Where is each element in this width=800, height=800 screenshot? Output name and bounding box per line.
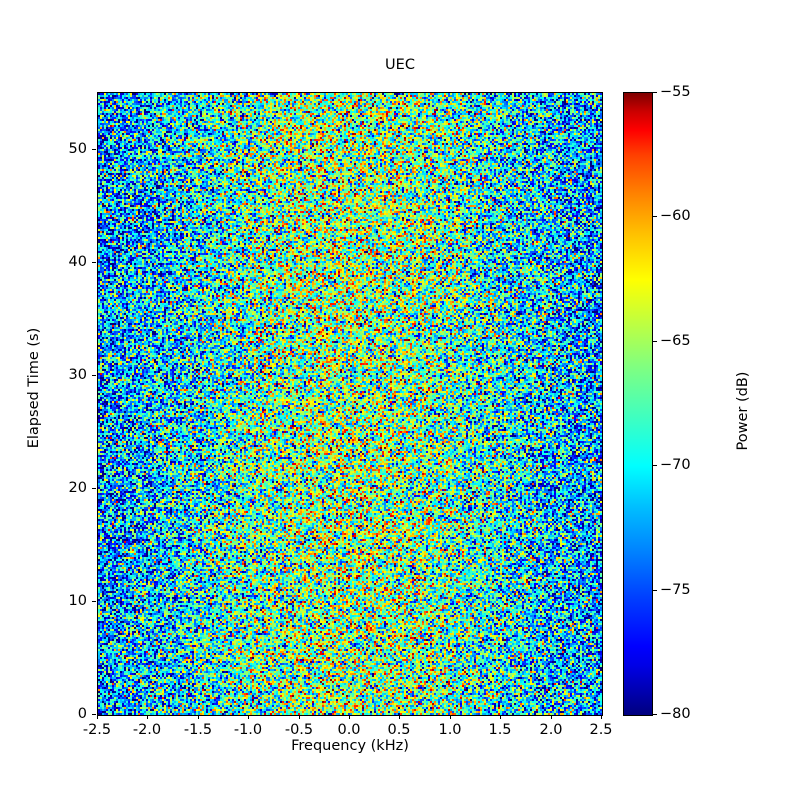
colorbar-tick-mark xyxy=(653,92,657,93)
spectrogram-image xyxy=(98,93,602,715)
x-tick-label: 1.0 xyxy=(438,722,462,738)
colorbar xyxy=(623,92,653,716)
x-tick-mark xyxy=(601,715,602,719)
x-tick-mark xyxy=(551,715,552,719)
y-tick-mark xyxy=(92,601,96,602)
spectrogram-plot-area xyxy=(97,92,603,716)
y-tick-label: 40 xyxy=(68,254,87,270)
x-tick-mark xyxy=(248,715,249,719)
y-axis-label: Elapsed Time (s) xyxy=(26,327,42,449)
y-tick-mark xyxy=(92,488,96,489)
y-tick-mark xyxy=(92,149,96,150)
x-tick-label: 0.5 xyxy=(387,722,411,738)
y-tick-label: 0 xyxy=(77,706,87,722)
colorbar-tick-label: −65 xyxy=(660,333,691,349)
y-tick-mark xyxy=(92,375,96,376)
colorbar-tick-mark xyxy=(653,216,657,217)
x-tick-label: -1.5 xyxy=(183,722,213,738)
y-tick-mark xyxy=(92,714,96,715)
x-tick-label: -1.0 xyxy=(233,722,263,738)
x-tick-label: 2.5 xyxy=(589,722,613,738)
x-tick-mark xyxy=(299,715,300,719)
x-tick-mark xyxy=(349,715,350,719)
colorbar-tick-mark xyxy=(653,341,657,342)
x-tick-label: 0.0 xyxy=(337,722,361,738)
x-axis-label: Frequency (kHz) xyxy=(291,738,409,754)
x-tick-label: 2.0 xyxy=(539,722,563,738)
x-tick-label: -2.0 xyxy=(132,722,162,738)
colorbar-tick-label: −80 xyxy=(660,706,691,722)
x-tick-mark xyxy=(500,715,501,719)
y-tick-label: 10 xyxy=(68,593,87,609)
colorbar-tick-label: −75 xyxy=(660,582,691,598)
title-line-station: UEC xyxy=(385,57,415,73)
x-tick-label: -0.5 xyxy=(284,722,314,738)
x-tick-label: -2.5 xyxy=(82,722,112,738)
colorbar-gradient xyxy=(624,93,652,715)
x-tick-mark xyxy=(399,715,400,719)
x-tick-mark xyxy=(97,715,98,719)
x-tick-mark xyxy=(147,715,148,719)
colorbar-tick-label: −55 xyxy=(660,84,691,100)
y-tick-mark xyxy=(92,262,96,263)
x-tick-mark xyxy=(450,715,451,719)
y-tick-label: 30 xyxy=(68,367,87,383)
y-tick-label: 50 xyxy=(68,141,87,157)
x-tick-label: 1.5 xyxy=(488,722,512,738)
colorbar-tick-mark xyxy=(653,465,657,466)
colorbar-label: Power (dB) xyxy=(735,371,751,451)
x-tick-mark xyxy=(198,715,199,719)
colorbar-tick-mark xyxy=(653,590,657,591)
y-tick-label: 20 xyxy=(68,480,87,496)
colorbar-tick-mark xyxy=(653,714,657,715)
colorbar-tick-label: −70 xyxy=(660,457,691,473)
colorbar-tick-label: −60 xyxy=(660,208,691,224)
